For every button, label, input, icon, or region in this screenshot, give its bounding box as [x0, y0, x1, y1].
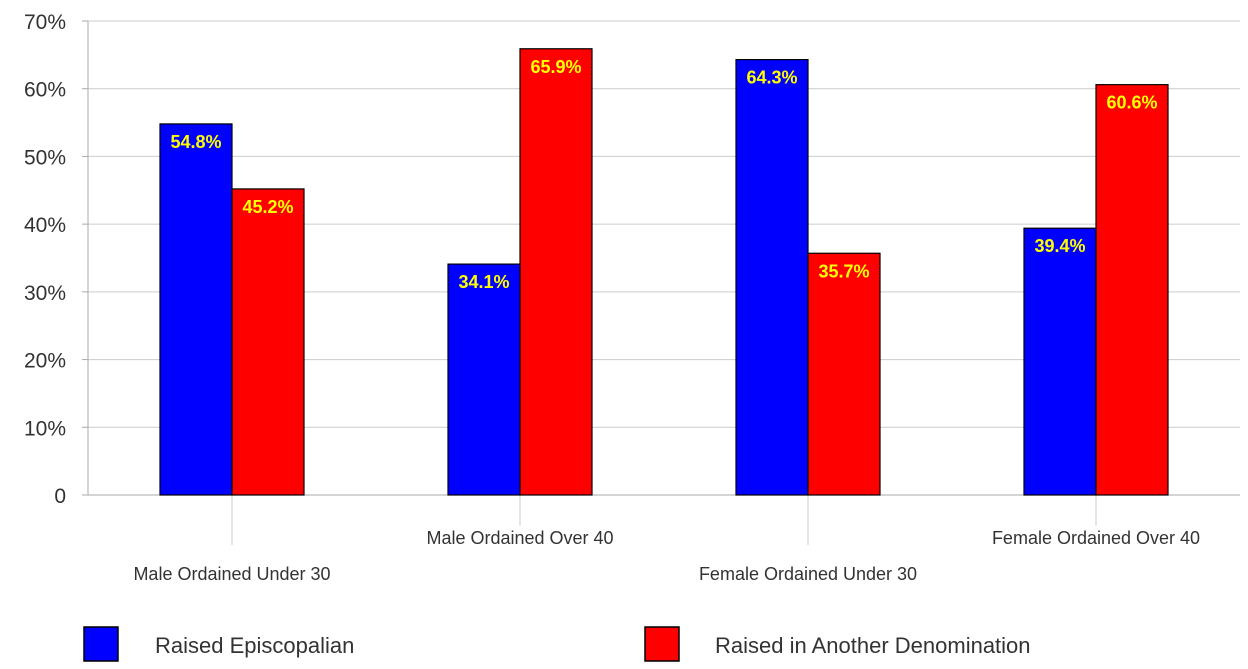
bar-raised-episcopalian — [1023, 227, 1097, 496]
bar-raised-another-denomination — [519, 48, 593, 496]
bar-raised-another-denomination — [1095, 84, 1169, 496]
category-label: Male Ordained Over 40 — [426, 528, 613, 548]
y-tick-label: 70% — [24, 11, 66, 34]
bar-raised-episcopalian — [447, 263, 521, 496]
data-label: 65.9% — [530, 57, 581, 77]
bar-raised-episcopalian — [735, 58, 809, 496]
y-tick-label: 10% — [24, 417, 66, 440]
legend-swatch — [644, 626, 680, 662]
y-tick-label: 30% — [24, 282, 66, 305]
bar-raised-episcopalian — [159, 123, 233, 496]
y-tick-label: 50% — [24, 146, 66, 169]
category-label: Female Ordained Under 30 — [699, 564, 917, 584]
category-label: Male Ordained Under 30 — [133, 564, 330, 584]
y-tick-label: 0 — [54, 485, 66, 508]
legend: Raised Episcopalian Raised in Another Den… — [83, 626, 1031, 662]
bars — [159, 48, 1169, 496]
data-label: 64.3% — [746, 68, 797, 88]
data-labels: 54.8% 45.2% 34.1% 65.9% 64.3% 35.7% 39.4% 60.6% — [170, 57, 1157, 292]
bar-raised-another-denomination — [231, 188, 305, 496]
data-label: 34.1% — [458, 272, 509, 292]
data-label: 54.8% — [170, 132, 221, 152]
data-label: 60.6% — [1106, 93, 1157, 113]
data-label: 35.7% — [818, 261, 869, 281]
data-label: 45.2% — [242, 197, 293, 217]
bar-raised-another-denomination — [807, 252, 881, 496]
legend-label: Raised Episcopalian — [155, 633, 354, 658]
y-tick-label: 60% — [24, 79, 66, 102]
data-label: 39.4% — [1034, 236, 1085, 256]
legend-swatch — [83, 626, 119, 662]
y-tick-label: 20% — [24, 350, 66, 373]
y-tick-label: 40% — [24, 214, 66, 237]
category-label: Female Ordained Over 40 — [992, 528, 1200, 548]
legend-label: Raised in Another Denomination — [715, 633, 1031, 658]
